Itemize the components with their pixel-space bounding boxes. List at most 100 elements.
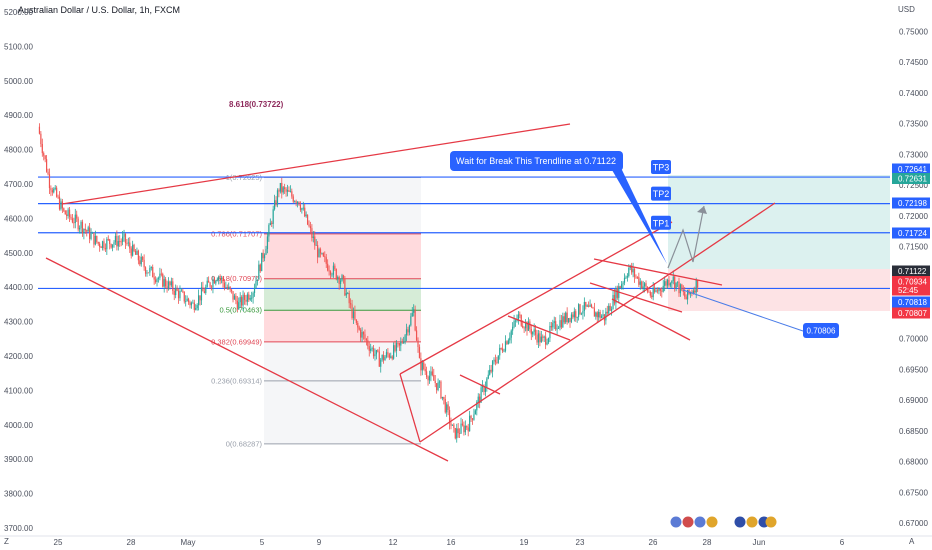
upper-trendline[interactable] [61,123,571,205]
candle-body [480,387,482,403]
left-price-axis[interactable]: 5200.00 5100.00 5000.00 4900.00 4800.00 4700.… [4,8,33,533]
tp-label: TP3 [653,163,670,173]
time-axis-tick: 12 [389,538,398,547]
pennant-lower-line[interactable] [589,282,683,313]
right-axis-tick: 0.68500 [899,427,928,436]
candle-body [598,311,600,318]
currency-label: USD [898,5,915,14]
right-axis-tick: 0.68000 [899,458,928,467]
candle-body [238,302,240,310]
candle-body [497,355,499,363]
channel-lower-line[interactable] [419,202,776,443]
time-axis-tick: Jun [753,538,766,547]
candle-body [137,250,139,261]
candle-body [451,424,454,426]
candle-body [338,277,340,284]
time-axis[interactable]: 25 28 May 5 9 12 16 19 23 26 28 Jun 6 [54,538,845,547]
economic-event-icons[interactable] [670,516,777,528]
right-price-axis[interactable]: 0.75000 0.74500 0.74000 0.73500 0.73000 0.725… [899,28,928,529]
candle-body [678,281,680,294]
candle-body [180,290,182,292]
candle-body [454,428,456,439]
candle-body [275,200,277,205]
candle-body [463,425,465,433]
candle-body [447,404,449,410]
left-axis-tick: 5100.00 [4,42,33,51]
candle-body [107,239,109,241]
candle-body [274,200,276,210]
candle-body [292,196,294,202]
candle-body [616,288,618,298]
candle-body [534,329,537,335]
candle-body [665,281,667,286]
candle-body [520,315,522,326]
fib-band [264,278,421,311]
candle-body [202,287,204,292]
candle-body [78,227,81,230]
callout[interactable]: Wait for Break This Trendline at 0.71122 [450,151,667,264]
candle-body [304,207,306,217]
candle-body [649,291,651,296]
left-axis-tick: 3700.00 [4,524,33,533]
candle-body [555,321,557,330]
candle-body [216,279,218,281]
candle-body [200,287,203,301]
candle-body [278,190,280,192]
candle-body [464,425,466,433]
candle-body [372,347,375,357]
price-badge-text: 0.71122 [898,267,927,276]
candle-body [198,295,200,306]
candle-body [390,356,392,358]
right-axis-tick: 0.69000 [899,396,928,405]
price-badge-text: 0.70807 [898,309,927,318]
fib-band [264,341,421,381]
candle-body [117,241,119,247]
candle-body [127,242,129,244]
candle-body [533,329,535,332]
candle-body [355,319,357,323]
candle-body [206,280,208,287]
candle-body [437,382,439,391]
candle-body [291,191,293,197]
candle-body [43,153,45,156]
candle-body [173,290,175,296]
candle-body [377,350,379,352]
candle-body [262,252,264,259]
price-badge [892,307,930,319]
falling-support-line[interactable] [45,257,449,462]
candle-body [589,304,591,307]
candle-body [595,312,597,317]
pennant-upper-line[interactable] [593,258,723,286]
candle-body [391,356,393,359]
candle-body [153,277,155,280]
candle-body [578,304,580,318]
channel-upper-line[interactable] [399,221,673,375]
candle-body [586,305,588,307]
candle-body [628,267,630,277]
candle-body [243,294,246,300]
target-marker[interactable]: 0.70806 [803,323,839,338]
candle-body [502,348,504,352]
candle-body [517,314,519,321]
candle-body [189,301,191,306]
candle-body [312,236,314,238]
candle-body [625,277,627,279]
candle-body [609,305,611,311]
candle-body [407,329,409,333]
candle-body [694,290,696,293]
candle-body [142,256,144,260]
candle-body [73,222,75,224]
candle-body [602,314,604,317]
candle-body [682,290,684,292]
auto-scale-label[interactable]: A [909,537,915,546]
candle-body [230,289,233,292]
candle-body [76,214,78,219]
candle-body [192,302,194,304]
event-flag-icon [670,516,682,528]
candle-body [448,409,451,424]
zoom-reset-label[interactable]: Z [4,537,9,546]
candlestick-series [38,123,699,443]
candle-body [539,333,541,343]
